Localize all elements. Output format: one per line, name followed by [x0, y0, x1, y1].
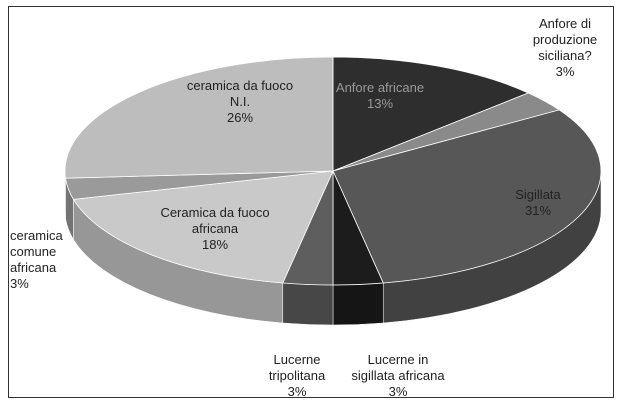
slice-label: Sigillata 31% [490, 187, 586, 219]
slice-side [332, 282, 384, 326]
slice-label: ceramica da fuoco N.I. 26% [185, 78, 295, 126]
slice-side [282, 282, 334, 326]
slice-name: Lucerne tripolitana [268, 352, 326, 383]
slice-name: Anfore africane [335, 80, 425, 95]
slice-percent: 31% [524, 203, 552, 218]
slice-percent: 26% [226, 110, 254, 125]
slice [72, 170, 334, 284]
slice-label: Anfore africane 13% [330, 80, 430, 112]
slice-name: ceramica da fuoco N.I. [186, 78, 294, 109]
slice [332, 109, 602, 284]
slice-name: Anfore di produzione siciliana? [532, 16, 598, 63]
slice-name: Sigillata [515, 187, 561, 202]
slice-percent: 18% [201, 237, 229, 252]
slice [332, 56, 530, 172]
slice-percent: 3% [555, 64, 575, 79]
slice-name: Ceramica da fuoco africana [160, 205, 270, 236]
slice-label: Ceramica da fuoco africana 18% [155, 205, 275, 253]
slice-percent: 3% [10, 276, 29, 291]
slice-name: ceramica comune africana [10, 228, 63, 275]
slice [64, 56, 334, 179]
slice-label: Lucerne in sigillata africana 3% [348, 352, 448, 400]
chart-frame [8, 6, 614, 398]
slice-percent: 3% [287, 384, 307, 399]
slice-percent: 3% [388, 384, 408, 399]
slice-name: Lucerne in sigillata africana [351, 352, 445, 383]
slice-percent: 13% [366, 96, 394, 111]
slice-label: ceramica comune africana 3% [10, 228, 80, 292]
slice-label: Anfore di produzione siciliana? 3% [510, 16, 620, 80]
slice-label: Lucerne tripolitana 3% [257, 352, 337, 400]
